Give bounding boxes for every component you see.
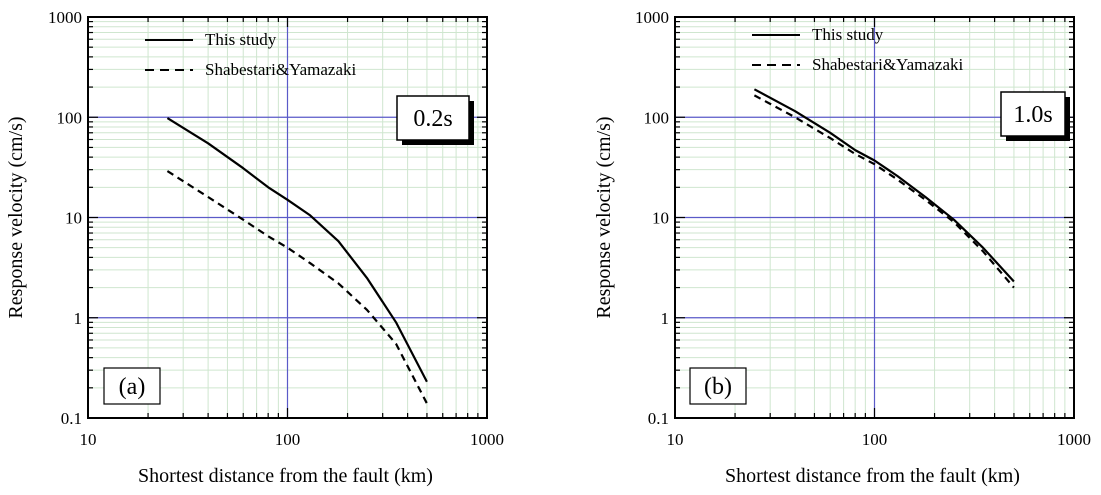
period-label-box: 1.0s (1000, 91, 1070, 141)
chart-panel-b: 10 100 1000 0.1 1 10 100 1000 Shortest distance … (593, 8, 1091, 487)
y-tick-label: 1000 (635, 8, 669, 27)
y-tick-label: 0.1 (61, 409, 82, 428)
legend: This study Shabestari&Yamazaki (145, 30, 357, 79)
chart-panel-a: 10 100 1000 0.1 1 10 100 1000 Shortest distance … (5, 8, 504, 487)
period-label-box: 0.2s (396, 95, 474, 145)
panel-label-frame (689, 367, 747, 405)
y-axis-title: Response velocity (cm/s) (5, 116, 27, 318)
legend-label: Shabestari&Yamazaki (205, 60, 357, 79)
y-tick-label: 1000 (48, 8, 82, 27)
grid (675, 17, 1074, 418)
period-label-frame (396, 95, 470, 141)
plot-frame (87, 16, 488, 419)
y-tick-label: 100 (57, 108, 83, 127)
panel-label-box: (b) (689, 367, 747, 405)
y-tick-label: 10 (652, 209, 669, 228)
period-label-frame (1000, 91, 1066, 137)
legend-label: This study (812, 25, 884, 44)
x-tick-label: 10 (80, 430, 97, 449)
legend: This study Shabestari&Yamazaki (752, 25, 964, 74)
panel-label: (a) (119, 374, 146, 400)
x-tick-label: 100 (275, 430, 301, 449)
y-tick-label: 0.1 (648, 409, 669, 428)
x-tick-label: 1000 (470, 430, 504, 449)
series-line-this-study (753, 88, 1015, 283)
period-label: 0.2s (413, 106, 452, 132)
y-tick-label: 1 (661, 309, 670, 328)
period-label: 1.0s (1013, 102, 1052, 128)
legend-label: This study (205, 30, 277, 49)
x-axis-title: Shortest distance from the fault (km) (138, 465, 433, 487)
y-tick-label: 10 (65, 209, 82, 228)
y-axis-title: Response velocity (cm/s) (593, 116, 615, 318)
y-tick-label: 1 (74, 309, 83, 328)
x-tick-label: 1000 (1057, 430, 1091, 449)
y-tick-label: 100 (644, 108, 670, 127)
series-line-this-study (166, 117, 428, 383)
x-tick-label: 100 (862, 430, 888, 449)
panel-label-box: (a) (103, 367, 161, 405)
x-axis-title: Shortest distance from the fault (km) (725, 465, 1020, 487)
series-line-shabestari-yamazaki (753, 94, 1015, 289)
legend-label: Shabestari&Yamazaki (812, 55, 964, 74)
panel-label: (b) (704, 374, 732, 400)
series-line-shabestari-yamazaki (166, 170, 428, 404)
x-tick-label: 10 (667, 430, 684, 449)
panel-label-frame (103, 367, 161, 405)
plot-frame (674, 16, 1075, 419)
